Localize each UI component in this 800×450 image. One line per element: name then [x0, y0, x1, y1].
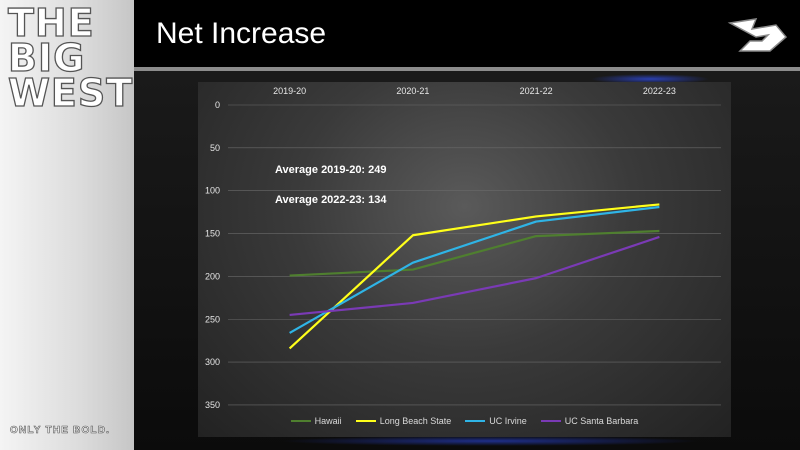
legend-label: UC Santa Barbara: [564, 416, 639, 426]
legend-item: Long Beach State: [355, 416, 452, 426]
legend-item: UC Santa Barbara: [540, 416, 639, 426]
x-tick-label: 2021-22: [520, 86, 553, 96]
x-tick-label: 2022-23: [643, 86, 676, 96]
legend-swatch: [290, 420, 311, 422]
chart-canvas: 0 50 100 150 200 250 300 350 2019-20 2020-21 2021-…: [205, 86, 721, 410]
legend-swatch: [355, 420, 376, 422]
sidebar: THE BIG WEST ONLY THE BOLD.: [0, 0, 134, 450]
page-title: Net Increase: [156, 17, 327, 50]
logo-line-3: WEST: [7, 71, 134, 115]
x-tick-label: 2019-20: [273, 86, 306, 96]
y-tick-label: 300: [205, 357, 220, 367]
annotation-avg-2022-23: Average 2022-23: 134: [275, 194, 387, 206]
x-tick-label: 2020-21: [396, 86, 429, 96]
y-tick-label: 100: [205, 186, 220, 196]
y-tick-label: 0: [215, 100, 220, 110]
line-chart: 0 50 100 150 200 250 300 350 2019-20 2020-21 2021-…: [198, 82, 731, 437]
legend-swatch: [465, 420, 486, 422]
legend-item: Hawaii: [290, 416, 342, 426]
legend-label: Hawaii: [314, 416, 342, 426]
series-line-long-beach-state: [288, 203, 660, 350]
conference-logo: THE BIG WEST: [7, 1, 134, 115]
header-divider: [134, 67, 800, 71]
y-tick-label: 200: [205, 271, 220, 281]
annotation-avg-2019-20: Average 2019-20: 249: [275, 164, 387, 176]
decorative-glow: [590, 74, 710, 84]
legend-item: UC Irvine: [465, 416, 527, 426]
legend-label: UC Irvine: [489, 416, 527, 426]
chart-legend: Hawaii Long Beach State UC Irvine UC Santa …: [198, 416, 731, 426]
legend-label: Long Beach State: [379, 416, 452, 426]
logo-line-2: BIG: [7, 36, 86, 80]
slide-header: Net Increase: [134, 0, 800, 67]
y-tick-label: 150: [205, 229, 220, 239]
tagline: ONLY THE BOLD.: [10, 425, 111, 437]
y-tick-label: 350: [205, 400, 220, 410]
logo-line-1: THE: [7, 1, 95, 45]
brand-mark-icon: [727, 18, 788, 52]
series-line-uc-santa-barbara: [289, 235, 660, 317]
decorative-glow-bottom: [280, 436, 700, 446]
y-tick-label: 250: [205, 314, 220, 324]
series-line-hawaii: [289, 229, 660, 277]
y-tick-label: 50: [210, 143, 220, 153]
legend-swatch: [540, 420, 561, 422]
series-line-uc-irvine: [289, 205, 660, 334]
